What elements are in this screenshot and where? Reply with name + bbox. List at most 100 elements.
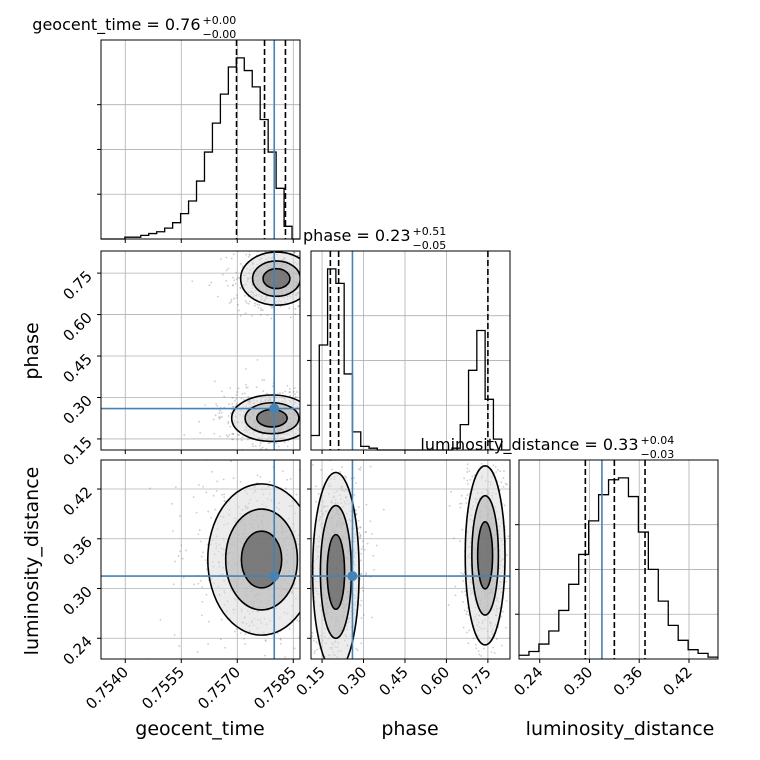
sample-point	[505, 600, 508, 602]
sample-point	[235, 628, 238, 631]
sample-point	[265, 392, 268, 395]
sample-point	[314, 485, 317, 488]
sample-point	[357, 520, 360, 522]
sample-point	[267, 442, 270, 445]
sample-point	[284, 656, 287, 658]
sample-point	[257, 306, 260, 309]
sample-point	[281, 470, 284, 473]
sample-point	[192, 496, 195, 498]
samples-layer	[146, 460, 300, 659]
sample-point	[179, 550, 182, 553]
sample-point	[505, 626, 507, 629]
panel-border	[100, 39, 301, 240]
sample-point	[289, 316, 292, 319]
sample-point	[231, 438, 233, 441]
sample-point	[207, 510, 210, 513]
sample-point	[182, 576, 185, 579]
panel-background	[519, 460, 718, 659]
sample-point	[289, 388, 291, 390]
contour-line	[464, 465, 506, 646]
sample-point	[214, 508, 216, 511]
sample-point	[245, 368, 247, 370]
sample-point	[465, 502, 468, 505]
sample-point	[285, 487, 288, 490]
sample-point	[173, 634, 176, 636]
sample-point	[232, 284, 234, 286]
sample-point	[198, 484, 200, 486]
sample-point	[177, 555, 180, 557]
sample-point	[492, 646, 494, 649]
sample-point	[233, 279, 236, 282]
sample-point	[356, 649, 359, 652]
sample-point	[195, 511, 198, 514]
marginal-title-sup: +0.00	[203, 14, 237, 27]
sample-point	[244, 294, 246, 297]
sample-point	[360, 617, 363, 620]
sample-point	[454, 594, 457, 597]
marginal-title-luminosity_distance: luminosity_distance = 0.33	[420, 435, 638, 455]
sample-point	[225, 256, 228, 259]
sample-point	[365, 571, 368, 574]
sample-point	[235, 278, 238, 281]
sample-point	[270, 307, 273, 309]
sample-point	[331, 468, 333, 471]
panel-border	[518, 459, 719, 660]
sample-point	[245, 301, 248, 304]
sample-point	[460, 572, 463, 575]
sample-point	[454, 585, 457, 588]
sample-point	[286, 384, 289, 387]
sample-point	[210, 281, 213, 284]
sample-point	[224, 646, 226, 649]
sample-point	[225, 434, 228, 437]
sample-point	[311, 464, 314, 466]
sample-point	[493, 652, 496, 655]
sample-point	[223, 499, 226, 502]
sample-point	[372, 554, 375, 557]
sample-point	[355, 647, 358, 650]
sample-point	[239, 632, 242, 635]
sample-point	[277, 445, 280, 448]
marginal-title-sub: −0.03	[641, 448, 675, 461]
sample-point	[260, 309, 263, 312]
truth-point	[269, 571, 280, 582]
sample-point	[225, 269, 228, 272]
sample-point	[259, 314, 262, 316]
sample-point	[231, 397, 234, 399]
sample-point	[262, 390, 265, 393]
sample-point	[236, 297, 239, 299]
sample-point	[258, 304, 261, 306]
sample-point	[365, 573, 367, 576]
sample-point	[366, 542, 369, 545]
sample-point	[292, 390, 295, 393]
sample-point	[507, 535, 510, 538]
sample-point	[245, 383, 247, 386]
sample-point	[279, 637, 282, 640]
sample-point	[359, 534, 362, 536]
sample-point	[279, 642, 282, 645]
sample-point	[191, 280, 194, 283]
sample-point	[452, 537, 455, 540]
sample-point	[313, 652, 316, 655]
sample-point	[227, 422, 230, 425]
sample-point	[264, 640, 267, 642]
sample-point	[228, 433, 231, 436]
panel-border	[100, 250, 301, 451]
sample-point	[228, 302, 231, 304]
sample-point	[468, 629, 471, 632]
sample-point	[232, 477, 235, 480]
sample-point	[503, 504, 506, 507]
sample-point	[467, 483, 469, 486]
sample-point	[261, 379, 264, 381]
sample-point	[360, 599, 363, 602]
sample-point	[219, 435, 221, 438]
sample-point	[243, 392, 246, 395]
sample-point	[297, 254, 300, 257]
sample-point	[494, 466, 497, 468]
sample-point	[230, 460, 232, 463]
sample-point	[465, 631, 468, 634]
sample-point	[232, 433, 235, 436]
sample-point	[232, 276, 234, 279]
sample-point	[314, 650, 316, 653]
sample-point	[466, 607, 469, 609]
sample-point	[235, 397, 237, 400]
